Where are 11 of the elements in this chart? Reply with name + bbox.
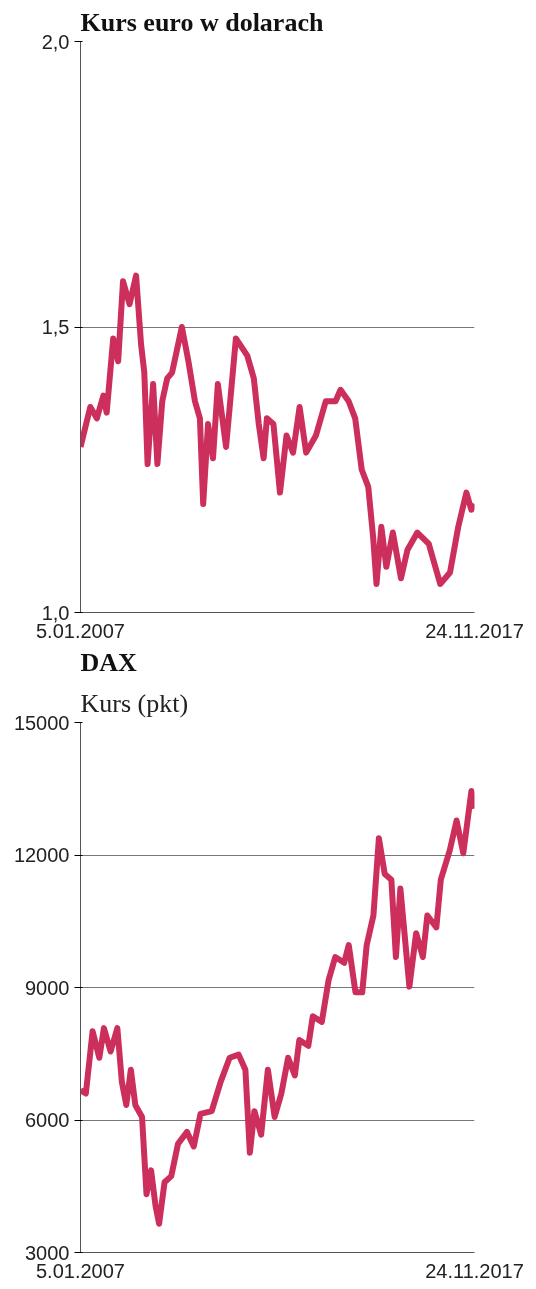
y-tick-label: 6000	[25, 1109, 70, 1131]
x-tick-label: 24.11.2017	[425, 619, 524, 642]
chart-title: Kurs euro w dolarach	[80, 7, 324, 37]
y-tick-label: 1,5	[41, 316, 70, 338]
y-tick-label: 15000	[13, 711, 70, 734]
x-tick-label: 24.11.2017	[425, 1259, 524, 1282]
y-tick-label: 2,0	[41, 30, 70, 53]
y-tick-label: 12000	[13, 844, 70, 866]
y-tick-label: 9000	[25, 976, 70, 999]
chart-title: DAX	[80, 647, 138, 677]
chart-subtitle: Kurs (pkt)	[80, 688, 189, 718]
